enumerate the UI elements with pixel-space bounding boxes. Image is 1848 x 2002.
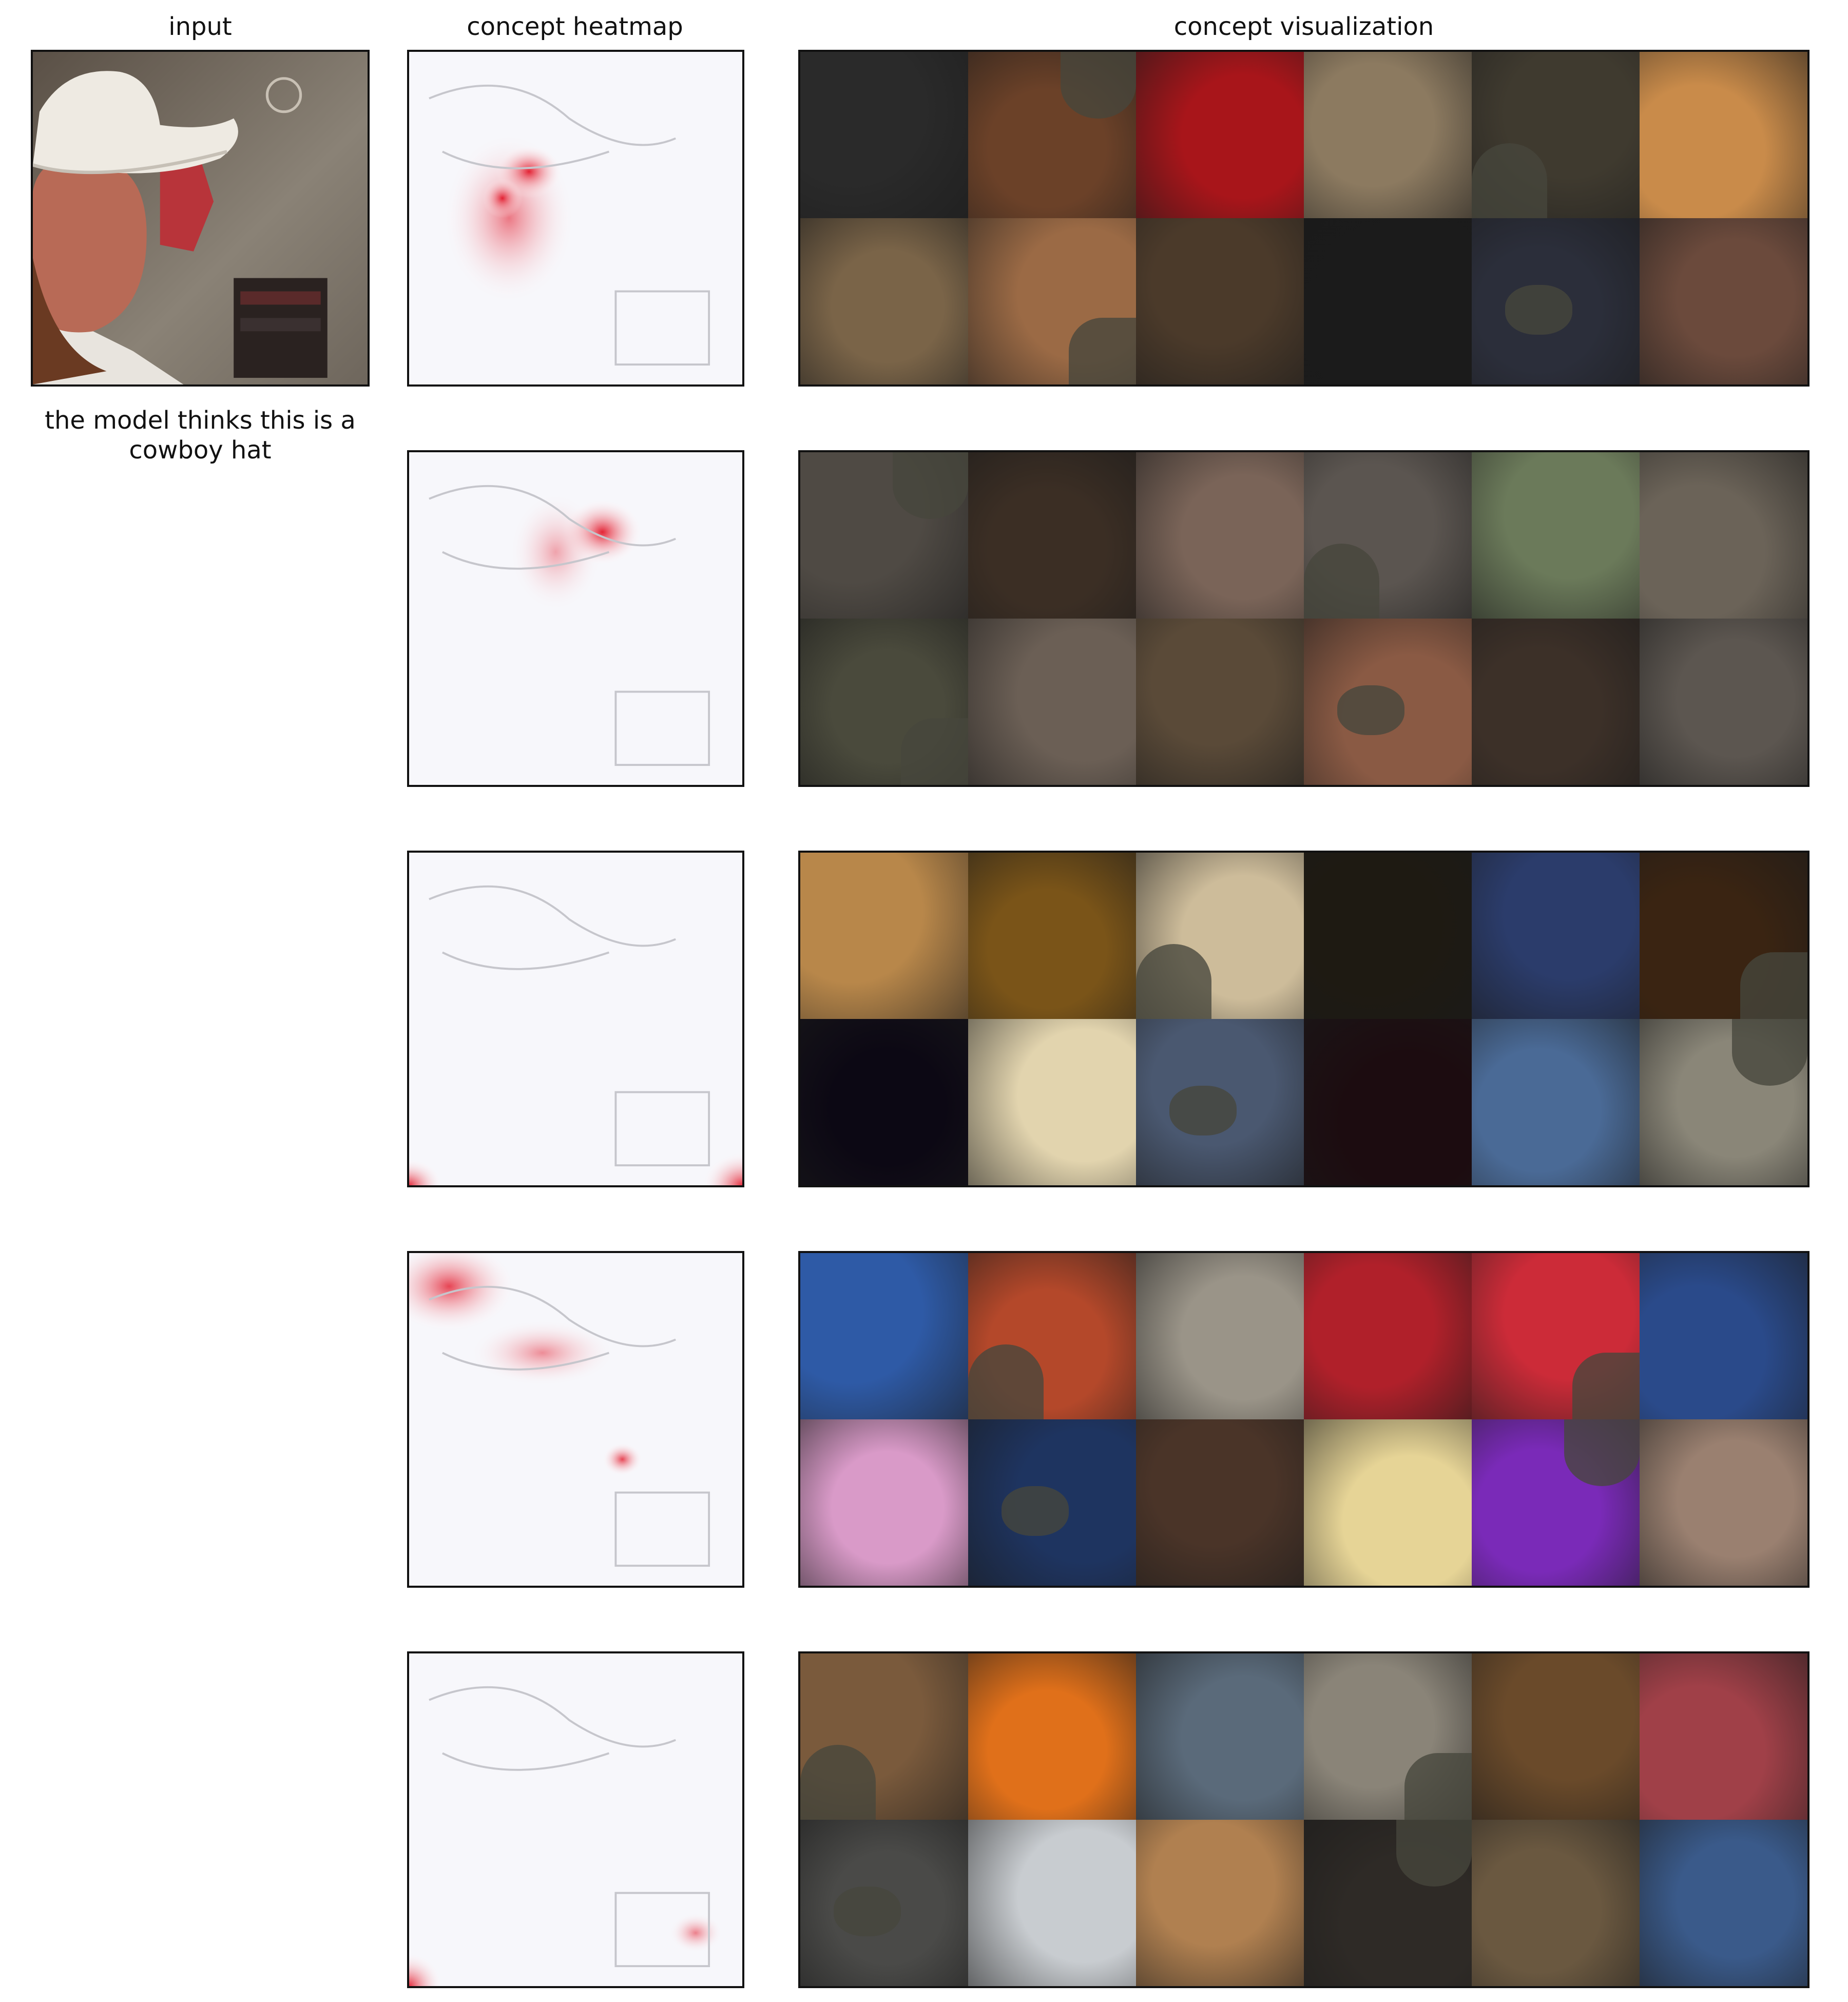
concept-visualization-grid [798,1651,1810,1988]
concept-mask-overlay [1740,952,1807,1019]
concept-example-image [1136,1653,1304,1820]
concept-example-image [1472,1653,1640,1820]
concept-example-image [1472,619,1640,785]
concept-example-image [1136,218,1304,384]
concept-mask-overlay [1002,1486,1069,1536]
concept-mask-overlay [1731,1019,1807,1086]
concept-mask-overlay [1304,544,1380,619]
concept-example-image [800,619,968,785]
concept-example-image [1304,1253,1472,1419]
concept-mask-overlay [1136,944,1212,1019]
concept-example-image [800,1820,968,1986]
concept-mask-overlay [901,718,968,785]
concept-mask-overlay [968,1344,1044,1419]
concept-example-image [968,52,1136,218]
concept-example-image [968,853,1136,1019]
concept-example-image [1472,218,1640,384]
concept-mask-overlay [834,1886,901,1936]
concept-example-image [968,1820,1136,1986]
concept-example-image [1640,1820,1807,1986]
input-column-header: input [168,12,232,41]
concept-mask-overlay [1572,1353,1640,1419]
concept-example-image [1304,619,1472,785]
concept-visualization-grid [798,1251,1810,1588]
concept-heatmap [407,851,744,1187]
concept-example-image [1136,1019,1304,1185]
concept-example-image [800,853,968,1019]
heatmap-column-header: concept heatmap [467,12,683,41]
concept-example-image [968,1253,1136,1419]
concept-mask-overlay [1404,1753,1472,1820]
concept-example-image [1304,52,1472,218]
concept-example-image [1640,1019,1807,1185]
concept-example-image [1304,1019,1472,1185]
concept-example-image [800,452,968,619]
concept-example-image [1472,1419,1640,1586]
concept-example-image [1136,619,1304,785]
concept-example-image [800,52,968,218]
concept-example-image [1640,853,1807,1019]
concept-heatmap [407,450,744,787]
concept-example-image [1304,218,1472,384]
concept-example-image [968,1653,1136,1820]
person-in-cowboy-hat-icon [33,52,368,384]
concept-example-image [1136,853,1304,1019]
concept-example-image [968,452,1136,619]
concept-example-image [800,1653,968,1820]
concept-example-image [1472,1019,1640,1185]
concept-example-image [1136,452,1304,619]
concept-example-image [1304,1820,1472,1986]
visualization-column-header: concept visualization [1173,12,1434,41]
concept-example-image [1472,853,1640,1019]
concept-example-image [1640,1653,1807,1820]
concept-mask-overlay [892,452,968,519]
concept-example-image [1640,1253,1807,1419]
concept-example-image [968,1419,1136,1586]
concept-example-image [1304,452,1472,619]
concept-example-image [1472,1253,1640,1419]
concept-example-image [1640,619,1807,785]
concept-example-image [1472,1820,1640,1986]
concept-example-image [800,1019,968,1185]
concept-visualization-grid [798,450,1810,787]
concept-example-image [1136,1820,1304,1986]
concept-mask-overlay [800,1745,876,1820]
concept-example-image [800,218,968,384]
concept-mask-overlay [1396,1820,1472,1886]
concept-mask-overlay [1564,1419,1640,1486]
concept-example-image [968,1019,1136,1185]
concept-example-image [1136,52,1304,218]
concept-example-image [800,1253,968,1419]
concept-mask-overlay [1169,1085,1237,1135]
concept-example-image [1640,52,1807,218]
concept-example-image [800,1419,968,1586]
concept-visualization-grid [798,851,1810,1187]
concept-example-image [1640,452,1807,619]
concept-mask-overlay [1505,284,1573,335]
concept-example-image [1304,853,1472,1019]
concept-mask-overlay [1337,685,1405,735]
concept-visualization-grid [798,50,1810,387]
concept-example-image [1304,1419,1472,1586]
concept-example-image [1136,1419,1304,1586]
concept-heatmap [407,50,744,387]
concept-example-image [968,218,1136,384]
concept-example-image [1304,1653,1472,1820]
concept-heatmap [407,1651,744,1988]
concept-example-image [1136,1253,1304,1419]
concept-example-image [968,619,1136,785]
concept-mask-overlay [1069,318,1136,384]
concept-mask-overlay [1060,52,1136,119]
input-image [31,50,370,387]
prediction-caption: the model thinks this is a cowboy hat [45,406,356,465]
concept-example-image [1472,52,1640,218]
concept-example-image [1640,1419,1807,1586]
concept-mask-overlay [1472,143,1548,218]
concept-example-image [1640,218,1807,384]
concept-heatmap [407,1251,744,1588]
concept-example-image [1472,452,1640,619]
